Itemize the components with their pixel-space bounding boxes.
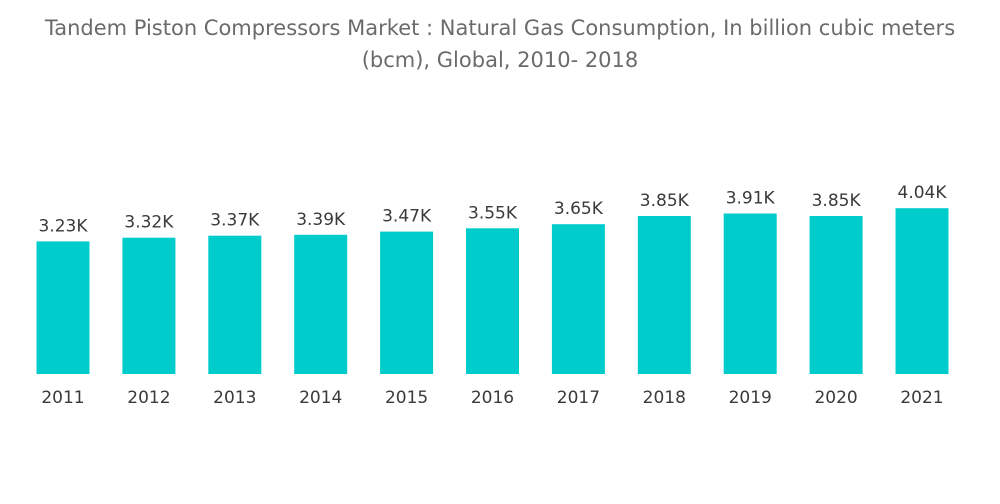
bars-group	[36, 208, 949, 374]
bar-2016	[466, 228, 519, 374]
category-label-2017: 2017	[557, 388, 600, 408]
value-label-2020: 3.85K	[812, 191, 862, 211]
category-label-2012: 2012	[127, 388, 170, 408]
bar-2015	[380, 231, 434, 374]
bar-2020	[809, 216, 863, 374]
value-label-2011: 3.23K	[39, 216, 89, 236]
value-label-2018: 3.85K	[640, 191, 690, 211]
chart-title-line-2: (bcm), Global, 2010- 2018	[361, 48, 639, 72]
bar-2014	[294, 234, 348, 374]
bar-2017	[551, 224, 605, 374]
value-labels-group: 3.23K 3.32K 3.37K 3.39K 3.47K 3.55K 3.65K 3.85K…	[39, 183, 948, 236]
value-label-2015: 3.47K	[382, 207, 432, 227]
category-labels-group: 2011 2012 2013 2014 2015 2016 2017 2018 2019 2020…	[41, 388, 943, 408]
value-label-2016: 3.55K	[468, 203, 518, 223]
value-label-2017: 3.65K	[554, 199, 604, 219]
category-label-2018: 2018	[643, 388, 686, 408]
chart-title-line-1: Tandem Piston Compressors Market : Natur…	[44, 16, 956, 40]
category-label-2014: 2014	[299, 388, 342, 408]
bar-2018	[637, 216, 691, 374]
category-label-2016: 2016	[471, 388, 514, 408]
bar-2012	[122, 237, 176, 374]
category-label-2019: 2019	[729, 388, 772, 408]
category-label-2013: 2013	[213, 388, 256, 408]
value-label-2019: 3.91K	[726, 189, 776, 209]
value-label-2012: 3.32K	[124, 213, 174, 233]
value-label-2014: 3.39K	[296, 210, 346, 230]
bar-2013	[208, 235, 262, 374]
category-label-2020: 2020	[814, 388, 857, 408]
category-label-2015: 2015	[385, 388, 428, 408]
value-label-2021: 4.04K	[898, 183, 948, 203]
category-label-2021: 2021	[900, 388, 943, 408]
bar-2011	[36, 241, 90, 374]
category-label-2011: 2011	[41, 388, 84, 408]
chart-title: Tandem Piston Compressors Market : Natur…	[0, 12, 1000, 76]
bar-2019	[723, 213, 777, 374]
bar-2021	[895, 208, 949, 374]
value-label-2013: 3.37K	[210, 211, 260, 231]
